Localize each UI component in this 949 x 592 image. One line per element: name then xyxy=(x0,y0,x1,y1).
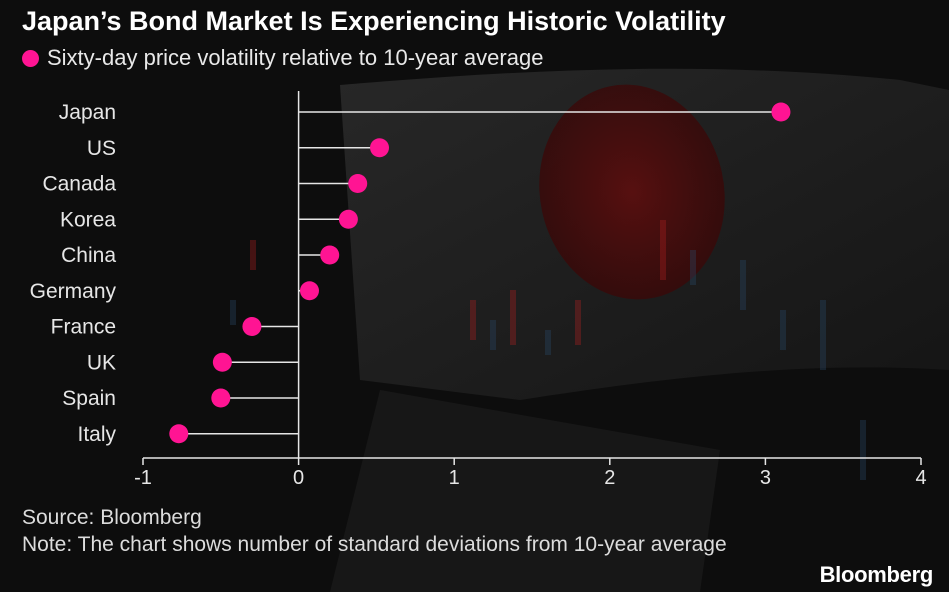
point-us xyxy=(370,138,390,158)
point-china xyxy=(320,245,340,265)
x-tick-label: 3 xyxy=(760,467,771,489)
legend-marker-icon xyxy=(22,49,39,67)
x-tick-label: 0 xyxy=(293,467,304,489)
category-label: US xyxy=(87,137,116,160)
category-label: UK xyxy=(87,351,116,374)
x-tick-label: 4 xyxy=(915,467,926,489)
category-label: Japan xyxy=(59,101,116,124)
point-spain xyxy=(211,388,231,408)
point-korea xyxy=(338,209,358,229)
x-tick-label: -1 xyxy=(134,467,152,489)
point-italy xyxy=(169,424,189,444)
point-japan xyxy=(771,102,791,122)
chart-title: Japan’s Bond Market Is Experiencing Hist… xyxy=(22,6,726,36)
category-label: Spain xyxy=(62,387,116,410)
legend: Sixty-day price volatility relative to 1… xyxy=(22,44,543,72)
methodology-note: Note: The chart shows number of standard… xyxy=(22,533,727,556)
category-label: China xyxy=(61,244,116,267)
legend-label: Sixty-day price volatility relative to 1… xyxy=(47,45,544,70)
point-germany xyxy=(299,281,319,301)
category-label: France xyxy=(51,316,116,339)
point-canada xyxy=(348,174,368,193)
bloomberg-logo: Bloomberg xyxy=(819,562,934,587)
point-uk xyxy=(212,352,232,372)
category-label: Canada xyxy=(42,173,116,196)
category-label: Italy xyxy=(77,423,116,446)
x-tick-label: 2 xyxy=(604,467,615,489)
category-label: Korea xyxy=(60,208,116,231)
source-note: Source: Bloomberg xyxy=(22,506,202,529)
x-tick-label: 1 xyxy=(449,467,460,489)
category-label: Germany xyxy=(30,280,117,303)
point-france xyxy=(242,317,262,336)
